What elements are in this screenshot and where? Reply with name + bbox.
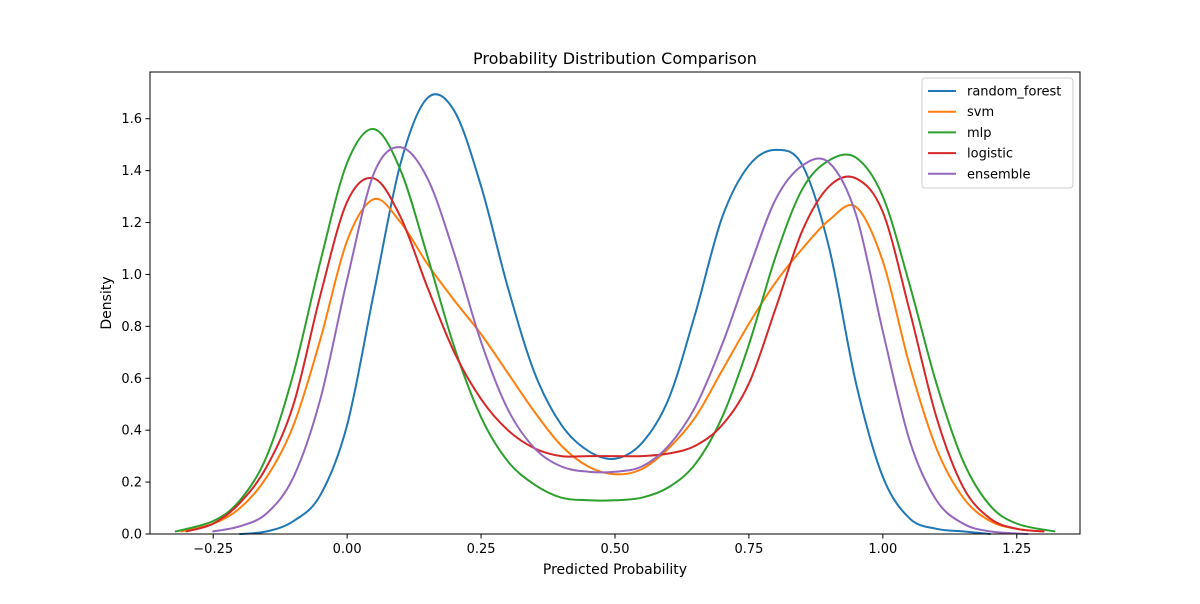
y-axis: 0.0 0.2 0.4 0.6 0.8 1.0 1.2 1.4 1.6 [121, 112, 150, 543]
series-line-ensemble [212, 146, 1029, 535]
x-tick-label: 0.75 [734, 542, 763, 557]
y-tick-label: 0.8 [121, 320, 142, 335]
x-axis-label: Predicted Probability [543, 562, 687, 578]
series-line-random-forest [239, 93, 991, 535]
legend-item-mlp: mlp [928, 126, 992, 141]
y-axis-label: Density [99, 276, 115, 329]
legend-label: mlp [967, 126, 992, 141]
y-tick-label: 1.4 [121, 164, 142, 179]
x-tick-label: 0.50 [601, 542, 630, 557]
y-tick-label: 1.6 [121, 112, 142, 127]
legend-item-ensemble: ensemble [928, 167, 1031, 182]
y-tick-label: 0.4 [121, 424, 142, 439]
x-tick-label: 0.25 [467, 542, 496, 557]
y-tick-label: 0.6 [121, 372, 142, 387]
legend-item-random-forest: random_forest [928, 85, 1061, 100]
series-line-logistic [185, 175, 1045, 533]
legend-label: ensemble [967, 167, 1031, 182]
legend-box [921, 77, 1074, 189]
legend-label: logistic [967, 147, 1013, 162]
legend-label: svm [967, 105, 994, 120]
y-tick-label: 0.0 [121, 528, 142, 543]
y-tick-label: 1.2 [121, 216, 142, 231]
x-tick-label: 1.00 [868, 542, 897, 557]
x-tick-label: −0.25 [193, 542, 233, 557]
y-tick-label: 1.0 [121, 268, 142, 283]
legend-item-logistic: logistic [928, 147, 1013, 162]
x-tick-label: 0.00 [333, 542, 362, 557]
series-line-svm [180, 197, 1045, 533]
chart-title: Probability Distribution Comparison [473, 49, 757, 68]
y-tick-label: 0.2 [121, 476, 142, 491]
series-line-mlp [174, 128, 1056, 533]
series-group [174, 93, 1056, 535]
legend-item-svm: svm [928, 105, 994, 120]
x-axis: −0.25 0.00 0.25 0.50 0.75 1.00 1.25 [193, 534, 1031, 557]
x-tick-label: 1.25 [1002, 542, 1031, 557]
legend-label: random_forest [967, 85, 1061, 100]
